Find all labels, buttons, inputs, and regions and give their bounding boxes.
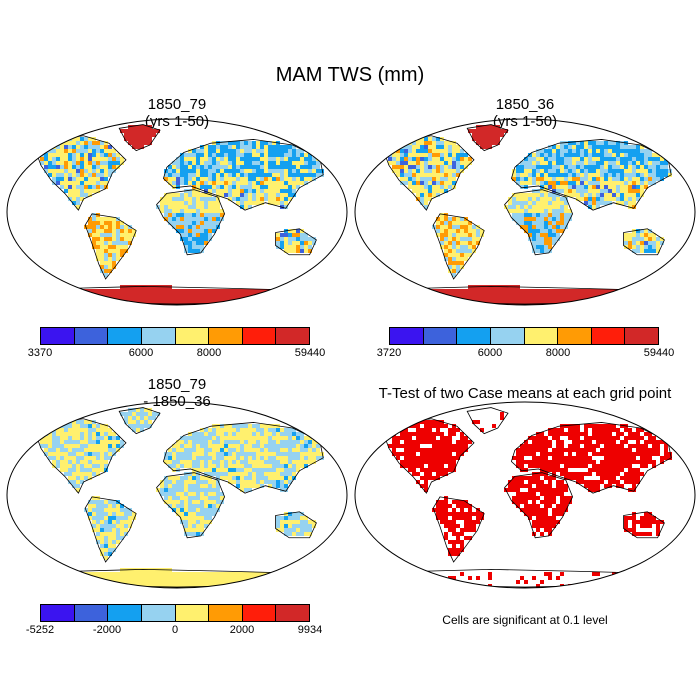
legend-3-tick-min: -5252 [25,624,55,636]
legend-2-bar [389,327,659,345]
legend-3-tick-zero: 0 [171,624,179,636]
europe-asia-coastline [162,422,324,494]
map-panel-4 [354,401,696,589]
legend-2-tick-6000: 6000 [477,347,503,359]
greenland-coastline [466,407,509,435]
legend-2-tick-max: 59440 [643,347,675,359]
australia-coastline [623,228,665,256]
legend-2-tick-8000: 8000 [545,347,571,359]
north-america-coastline [33,418,127,494]
legend-swatch [108,605,142,621]
legend-swatch [276,605,309,621]
greenland-coastline [118,407,161,435]
legend-swatch [524,328,559,344]
legend-swatch [209,605,243,621]
legend-swatch [41,328,75,344]
south-america-coastline [84,213,137,280]
legend-swatch [457,328,491,344]
legend-2-tick-min: 3720 [376,347,402,359]
australia-coastline [623,511,665,539]
panel-2-title-line1: 1850_36 [495,96,555,113]
significance-note: Cells are significant at 0.1 level [442,613,608,627]
legend-1-tick-8000: 8000 [196,347,222,359]
legend-swatch [74,328,109,344]
panel-3-title-line1: 1850_79 [147,376,207,393]
map-frame [354,118,696,306]
legend-swatch [209,328,243,344]
africa-coastline [156,472,226,539]
panel-1-title-line1: 1850_79 [147,96,207,113]
figure-title: MAM TWS (mm) [275,64,425,86]
map-frame [6,401,348,589]
map-frame [6,118,348,306]
australia-coastline [275,511,317,539]
legend-swatch [141,605,176,621]
europe-asia-coastline [510,139,672,211]
map-frame [354,401,696,589]
greenland-coastline [466,124,509,152]
north-america-coastline [33,135,127,211]
panel-1-title-line2: (yrs 1-50) [144,113,210,130]
legend-swatch [242,605,277,621]
legend-1-tick-max: 59440 [294,347,326,359]
legend-1-tick-6000: 6000 [128,347,154,359]
legend-swatch [242,328,277,344]
panel-4-title: T-Test of two Case means at each grid po… [352,385,698,402]
legend-1-bar [40,327,310,345]
north-america-coastline [381,418,475,494]
south-america-coastline [432,213,485,280]
africa-coastline [504,189,574,256]
legend-swatch [175,328,210,344]
legend-3-tick-neg2000: -2000 [92,624,122,636]
panel-1-title: 1850_79 (yrs 1-50) [4,96,350,130]
map-panel-1 [6,118,348,306]
map-panel-2 [354,118,696,306]
legend-swatch [141,328,176,344]
europe-asia-coastline [510,422,672,494]
legend-swatch [490,328,525,344]
legend-3-tick-max: 9934 [297,624,323,636]
legend-swatch [74,605,109,621]
legend-3-tick-2000: 2000 [229,624,255,636]
legend-swatch [558,328,592,344]
greenland-coastline [118,124,161,152]
legend-swatch [108,328,142,344]
antarctica-coastline [367,568,683,588]
africa-coastline [504,472,574,539]
legend-swatch [41,605,75,621]
legend-3-bar [40,604,310,622]
legend-swatch [423,328,458,344]
europe-asia-coastline [162,139,324,211]
panel-2-title-line2: (yrs 1-50) [492,113,558,130]
legend-swatch [591,328,626,344]
legend-swatch [390,328,424,344]
map-panel-3 [6,401,348,589]
australia-coastline [275,228,317,256]
south-america-coastline [432,496,485,563]
africa-coastline [156,189,226,256]
legend-swatch [175,605,210,621]
south-america-coastline [84,496,137,563]
panel-4-title-line1: T-Test of two Case means at each grid po… [378,385,672,402]
north-america-coastline [381,135,475,211]
legend-swatch [276,328,309,344]
panel-2-title: 1850_36 (yrs 1-50) [352,96,698,130]
legend-1-tick-min: 3370 [27,347,53,359]
legend-swatch [625,328,658,344]
